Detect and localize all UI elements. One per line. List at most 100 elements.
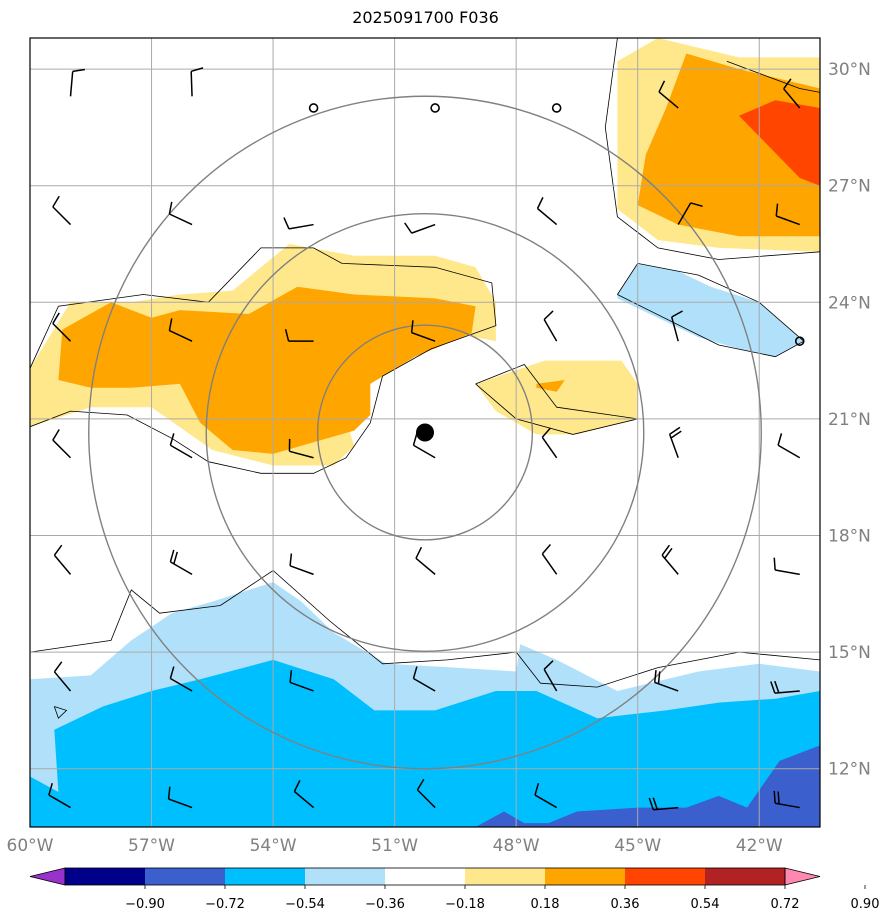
colorbar-segment [385, 868, 466, 885]
colorbar-segment [305, 868, 386, 885]
wind-barb-shaft [52, 439, 72, 459]
wind-barb-shaft [543, 668, 558, 692]
y-tick-label: 24°N [828, 293, 871, 313]
wind-barb-shaft [289, 565, 314, 576]
wind-barb [190, 67, 204, 97]
wind-barb [289, 553, 314, 576]
wind-barb-feather [690, 202, 703, 208]
wind-barb-shaft [169, 329, 193, 342]
colorbar-frame [64, 867, 786, 886]
wind-barb-feather [657, 671, 661, 684]
colorbar-segment [145, 868, 226, 885]
wind-barb [169, 666, 193, 692]
wind-barb [773, 790, 800, 809]
wind-barb-feather [416, 778, 425, 791]
wind-barb-feather [661, 544, 671, 556]
wind-barb [293, 780, 315, 809]
wind-barb-calm [308, 103, 319, 113]
wind-barb-shaft [190, 71, 193, 97]
wind-barb [671, 310, 683, 342]
wind-barb [69, 68, 86, 97]
range-ring [88, 95, 762, 770]
contour-line [726, 60, 820, 93]
wind-barb [773, 557, 800, 576]
wind-barb-shaft [52, 206, 72, 226]
x-tick-label: 57°W [128, 836, 175, 856]
wind-barb-calm [551, 103, 562, 113]
colorbar-segment [225, 868, 306, 885]
wind-barb-shaft [289, 450, 314, 459]
wind-barb-shaft [411, 331, 436, 342]
wind-barb [412, 433, 436, 459]
wind-barb [541, 427, 558, 459]
wind-barb-feather [670, 430, 682, 439]
colorbar-label: 0.18 [531, 897, 560, 912]
wind-barb-feather [53, 544, 63, 556]
wind-barb-shaft [170, 444, 193, 459]
wind-barb [288, 438, 314, 459]
wind-barb-shaft [774, 569, 800, 576]
wind-barb-shaft [653, 806, 679, 811]
contour-line [617, 262, 805, 358]
wind-barb [52, 429, 72, 459]
colorbar-label: 0.72 [771, 897, 800, 912]
wind-barb-shaft [537, 207, 558, 226]
wind-barb-feather [404, 222, 413, 234]
wind-barb-calm [794, 336, 805, 346]
wind-barb-shaft [774, 802, 800, 809]
wind-barb [169, 549, 193, 576]
wind-barb-feather [777, 433, 783, 446]
wind-barb-feather [543, 660, 554, 670]
wind-barb-feather [283, 217, 290, 230]
wind-barb-shaft [413, 677, 436, 692]
wind-barb [169, 433, 193, 459]
wind-barb-shaft [775, 215, 801, 226]
wind-barb [770, 680, 800, 694]
wind-barb-shaft [415, 557, 436, 575]
wind-barb-shaft [411, 223, 436, 234]
wind-barb-feather [671, 310, 683, 318]
wind-barb [661, 544, 679, 575]
wind-barb-feather [658, 80, 666, 93]
wind-barb [416, 778, 436, 809]
wind-barb-feather [669, 426, 681, 435]
wind-barb-feather [653, 670, 657, 683]
x-axis-ticks: 60°W 57°W 54°W 51°W 48°W 45°W 42°W [7, 836, 783, 856]
wind-barb-feather [770, 681, 776, 694]
colorbar-extend-high [784, 867, 821, 886]
wind-barb [284, 328, 314, 342]
x-tick-label: 54°W [250, 836, 297, 856]
wind-barb [534, 782, 558, 809]
range-ring [316, 324, 534, 541]
range-ring [205, 213, 645, 652]
wind-barb-feather [664, 547, 673, 559]
wind-barbs [48, 67, 805, 811]
wind-barb [52, 312, 72, 342]
wind-barb-shaft [543, 319, 558, 342]
wind-barb [53, 544, 72, 575]
wind-barb-shaft [541, 436, 558, 459]
colorbar-label: 0.36 [611, 897, 640, 912]
plot-frame [29, 37, 821, 828]
wind-barb-shaft [534, 794, 558, 809]
wind-barb [677, 202, 703, 225]
wind-barb-feather [652, 797, 658, 810]
wind-barb-feather [415, 546, 423, 559]
colorbar-segment [465, 868, 546, 885]
wind-barb-shaft [416, 789, 436, 809]
wind-barb-feather [783, 78, 792, 90]
wind-barb-shaft [668, 434, 679, 459]
wind-barb [167, 786, 193, 809]
wind-barb-feather [168, 201, 173, 215]
colorbar-label: −0.54 [285, 897, 325, 912]
wind-barb-feather [543, 310, 554, 321]
wind-barb-shaft [69, 71, 74, 97]
wind-barb-feather [167, 786, 171, 800]
y-tick-label: 15°N [828, 643, 871, 663]
y-tick-label: 27°N [828, 177, 871, 197]
contour-line [30, 247, 497, 474]
wind-barb-shaft [289, 681, 314, 692]
contour-fill-south-negative [475, 745, 820, 827]
y-tick-label: 12°N [828, 760, 871, 780]
wind-barb [668, 426, 682, 459]
